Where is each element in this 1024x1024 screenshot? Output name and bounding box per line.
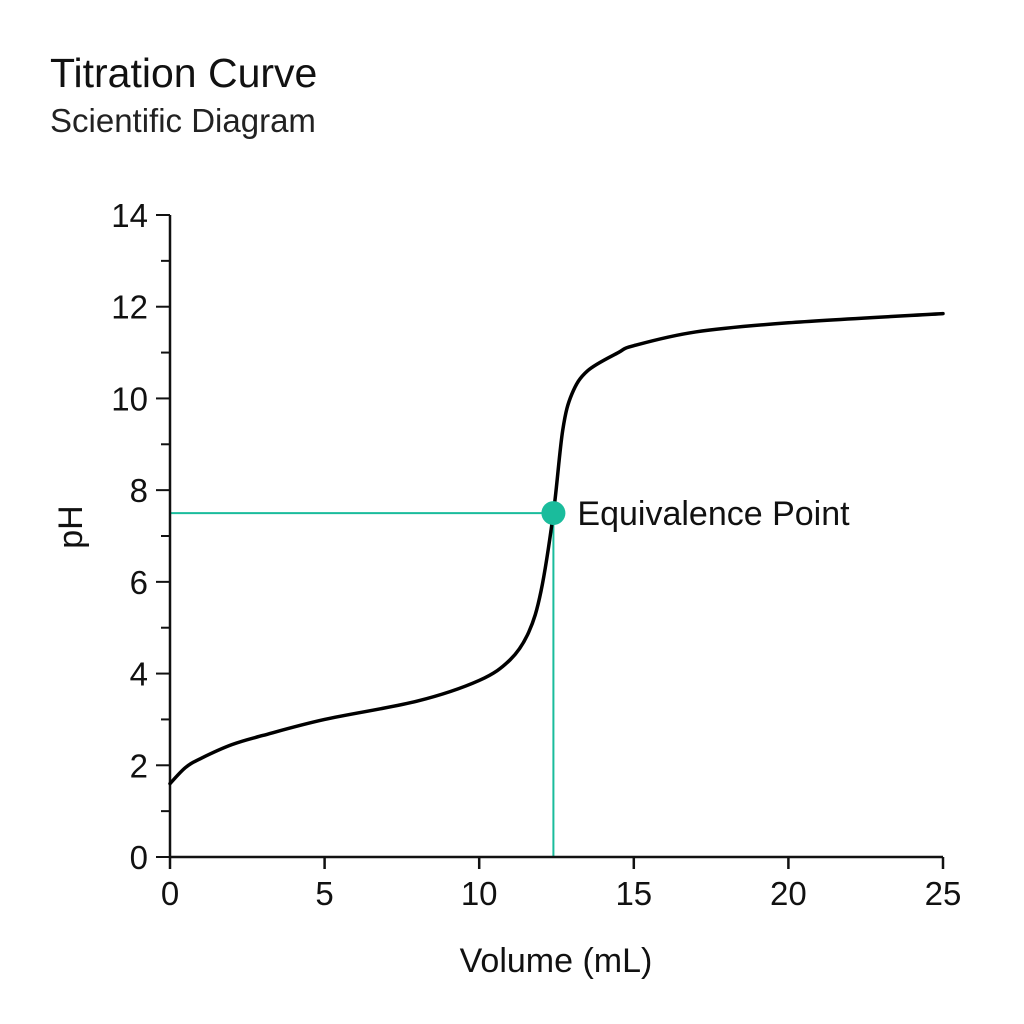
y-tick-label: 8: [130, 472, 148, 509]
x-axis-label: Volume (mL): [460, 942, 653, 980]
y-tick-label: 0: [130, 839, 148, 876]
x-tick-label: 5: [315, 875, 333, 912]
equivalence-point-marker: [541, 501, 566, 526]
chart-title: Titration Curve: [50, 50, 318, 96]
x-tick-label: 15: [615, 875, 652, 912]
titration-curve: [168, 311, 945, 786]
x-tick-label: 0: [161, 875, 179, 912]
y-tick-label: 2: [130, 747, 148, 784]
chart-subtitle: Scientific Diagram: [50, 102, 316, 139]
x-tick-label: 10: [461, 875, 498, 912]
y-tick-label: 4: [130, 656, 148, 693]
y-tick-label: 14: [111, 197, 148, 234]
x-tick-label: 25: [925, 875, 962, 912]
equivalence-point-label: Equivalence Point: [577, 495, 850, 533]
y-axis-label: pH: [52, 505, 90, 548]
y-tick-label: 10: [111, 380, 148, 417]
y-tick-label: 12: [111, 289, 148, 326]
x-tick-label: 20: [770, 875, 807, 912]
y-tick-label: 6: [130, 564, 148, 601]
